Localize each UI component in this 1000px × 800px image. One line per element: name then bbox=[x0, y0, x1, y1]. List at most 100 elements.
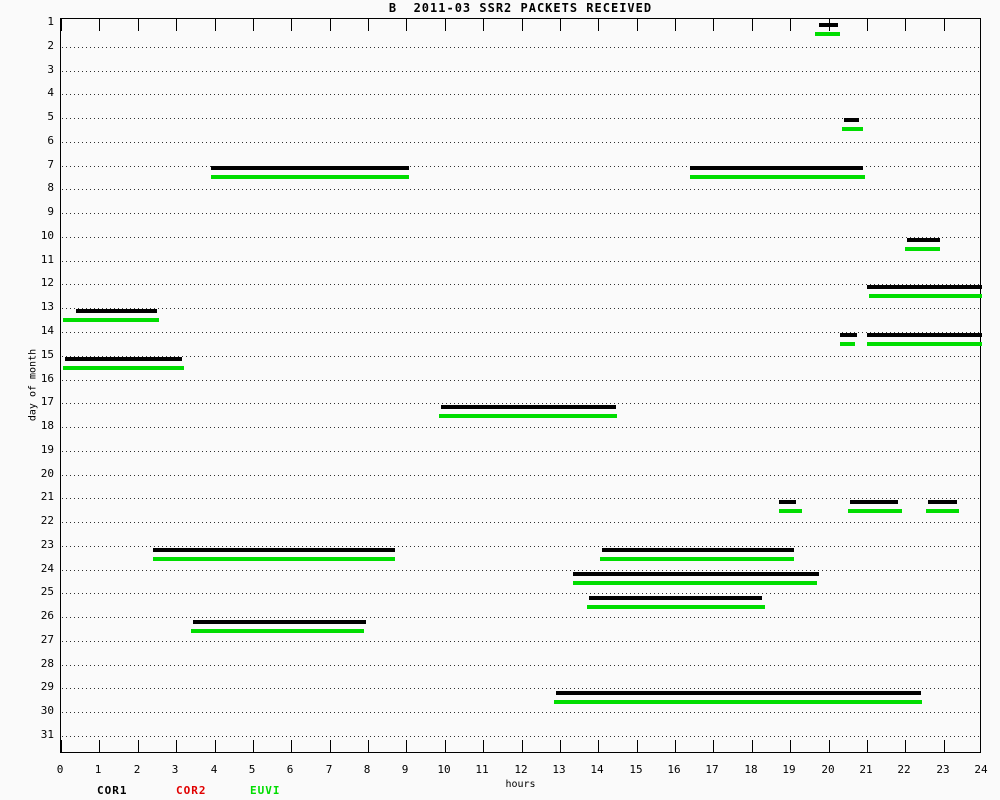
hour-tick-bottom bbox=[560, 740, 561, 752]
y-tick-label: 9 bbox=[47, 205, 54, 218]
hour-tick-bottom bbox=[445, 740, 446, 752]
hour-tick-top bbox=[330, 19, 331, 31]
packet-bar-cor1 bbox=[690, 166, 863, 170]
x-tick-label: 1 bbox=[94, 763, 102, 776]
packet-bar-euvi bbox=[191, 629, 364, 633]
hour-tick-bottom bbox=[980, 740, 981, 752]
hour-tick-bottom bbox=[637, 740, 638, 752]
day-gridline bbox=[62, 617, 981, 618]
hour-tick-top bbox=[980, 19, 981, 31]
packet-bar-cor1 bbox=[867, 285, 982, 289]
hour-tick-bottom bbox=[675, 740, 676, 752]
x-tick-label: 2 bbox=[133, 763, 141, 776]
day-gridline bbox=[62, 356, 981, 357]
x-tick-label: 9 bbox=[401, 763, 409, 776]
x-tick-label: 22 bbox=[897, 763, 911, 776]
hour-tick-bottom bbox=[61, 740, 62, 752]
day-gridline bbox=[62, 522, 981, 523]
packet-bar-euvi bbox=[153, 557, 395, 561]
y-tick-label: 26 bbox=[40, 609, 54, 622]
x-tick-label: 5 bbox=[248, 763, 256, 776]
hour-tick-bottom bbox=[99, 740, 100, 752]
hour-tick-bottom bbox=[253, 740, 254, 752]
day-gridline bbox=[62, 71, 981, 72]
packet-bar-euvi bbox=[211, 175, 409, 179]
x-tick-label: 0 bbox=[56, 763, 64, 776]
y-tick-label: 23 bbox=[40, 538, 54, 551]
day-gridline bbox=[62, 688, 981, 689]
packet-bar-cor1 bbox=[153, 548, 395, 552]
hour-tick-top bbox=[905, 19, 906, 31]
x-tick-label: 3 bbox=[171, 763, 179, 776]
y-tick-label: 5 bbox=[47, 110, 54, 123]
y-tick-label: 24 bbox=[40, 562, 54, 575]
hour-tick-bottom bbox=[522, 740, 523, 752]
packet-bar-cor1 bbox=[867, 333, 982, 337]
y-tick-label: 28 bbox=[40, 657, 54, 670]
y-tick-label: 16 bbox=[40, 372, 54, 385]
day-gridline bbox=[62, 451, 981, 452]
x-tick-label: 17 bbox=[705, 763, 719, 776]
legend-item-cor1: COR1 bbox=[97, 784, 128, 797]
day-gridline bbox=[62, 498, 981, 499]
packet-bar-cor1 bbox=[193, 620, 366, 624]
packet-bar-cor1 bbox=[441, 405, 616, 409]
day-gridline bbox=[62, 142, 981, 143]
y-tick-label: 18 bbox=[40, 419, 54, 432]
hour-tick-top bbox=[713, 19, 714, 31]
x-tick-label: 16 bbox=[667, 763, 681, 776]
y-tick-label: 12 bbox=[40, 276, 54, 289]
hour-tick-top bbox=[790, 19, 791, 31]
hour-tick-bottom bbox=[598, 740, 599, 752]
packet-bar-euvi bbox=[573, 581, 817, 585]
hour-tick-bottom bbox=[176, 740, 177, 752]
hour-tick-top bbox=[99, 19, 100, 31]
y-tick-label: 29 bbox=[40, 680, 54, 693]
day-gridline bbox=[62, 213, 981, 214]
day-gridline bbox=[62, 380, 981, 381]
x-tick-label: 19 bbox=[782, 763, 796, 776]
hour-tick-top bbox=[445, 19, 446, 31]
x-axis-title: hours bbox=[505, 779, 536, 790]
hour-tick-bottom bbox=[368, 740, 369, 752]
day-gridline bbox=[62, 166, 981, 167]
y-tick-label: 21 bbox=[40, 490, 54, 503]
packet-bar-euvi bbox=[439, 414, 617, 418]
y-tick-label: 20 bbox=[40, 467, 54, 480]
x-tick-label: 24 bbox=[974, 763, 988, 776]
hour-tick-bottom bbox=[138, 740, 139, 752]
x-tick-label: 6 bbox=[286, 763, 294, 776]
hour-tick-bottom bbox=[944, 740, 945, 752]
packet-bar-cor1 bbox=[573, 572, 819, 576]
chart-title: B 2011-03 SSR2 PACKETS RECEIVED bbox=[388, 1, 653, 15]
hour-tick-top bbox=[138, 19, 139, 31]
plot-area bbox=[60, 18, 982, 753]
x-tick-label: 4 bbox=[210, 763, 218, 776]
hour-tick-top bbox=[291, 19, 292, 31]
x-tick-label: 10 bbox=[437, 763, 451, 776]
day-gridline bbox=[62, 736, 981, 737]
packet-bar-euvi bbox=[554, 700, 922, 704]
legend-item-euvi: EUVI bbox=[250, 784, 281, 797]
y-tick-label: 27 bbox=[40, 633, 54, 646]
packet-bar-euvi bbox=[848, 509, 902, 513]
packet-bar-euvi bbox=[690, 175, 865, 179]
y-tick-label: 11 bbox=[40, 253, 54, 266]
packet-bar-cor1 bbox=[556, 691, 921, 695]
hour-tick-bottom bbox=[713, 740, 714, 752]
x-tick-label: 18 bbox=[744, 763, 758, 776]
packet-bar-cor1 bbox=[907, 238, 940, 242]
packet-bar-euvi bbox=[926, 509, 959, 513]
x-tick-label: 12 bbox=[514, 763, 528, 776]
day-gridline bbox=[62, 712, 981, 713]
day-gridline bbox=[62, 332, 981, 333]
x-tick-label: 21 bbox=[859, 763, 873, 776]
y-tick-label: 1 bbox=[47, 15, 54, 28]
day-gridline bbox=[62, 94, 981, 95]
packet-bar-euvi bbox=[867, 342, 982, 346]
y-tick-label: 3 bbox=[47, 63, 54, 76]
hour-tick-bottom bbox=[483, 740, 484, 752]
hour-tick-bottom bbox=[215, 740, 216, 752]
hour-tick-bottom bbox=[829, 740, 830, 752]
